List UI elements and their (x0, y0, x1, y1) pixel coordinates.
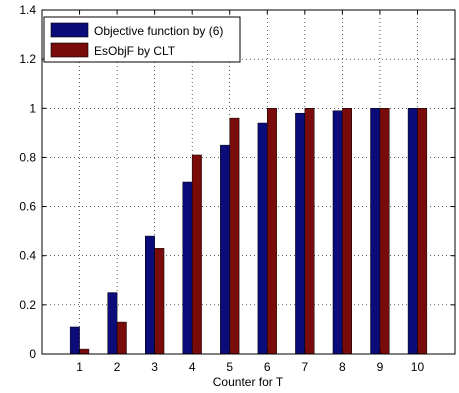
x-tick-label: 2 (114, 360, 121, 374)
bar-series-1-cat-8 (332, 110, 343, 355)
plot-frame (41, 9, 456, 355)
bar-series-2-cat-9 (379, 108, 390, 355)
legend: Objective function by (6) EsObjF by CLT (43, 16, 241, 63)
y-tick-label: 0 (29, 347, 36, 361)
y-tick-label: 1 (29, 101, 36, 115)
x-tick-label: 7 (301, 360, 308, 374)
legend-label-objective: Objective function by (6) (94, 24, 223, 38)
y-tick-label: 0.4 (19, 249, 36, 263)
x-tick-label: 9 (377, 360, 384, 374)
bar-series-2-cat-5 (229, 117, 240, 355)
x-tick-label: 5 (226, 360, 233, 374)
x-tick-label: 10 (411, 360, 425, 374)
bar-series-2-cat-8 (342, 108, 353, 355)
bar-series-1-cat-2 (107, 292, 118, 355)
bar-series-2-cat-7 (304, 108, 315, 355)
bars (69, 108, 428, 355)
bar-series-2-cat-10 (417, 108, 428, 355)
bar-series-2-cat-4 (191, 154, 202, 355)
x-tick-label: 1 (76, 360, 83, 374)
x-tick-label: 4 (189, 360, 196, 374)
legend-swatch-objective (50, 22, 89, 38)
axis-ticks: 0 0.2 0.4 0.6 0.8 1 1.2 1.4 1 2 3 4 5 6 7 8 9 10 (19, 3, 455, 374)
y-tick-label: 1.2 (19, 52, 36, 66)
y-tick-label: 1.4 (19, 3, 36, 17)
legend-swatch-esobjf (50, 42, 89, 58)
bar-series-2-cat-3 (154, 248, 165, 355)
bar-series-1-cat-4 (182, 181, 193, 355)
y-tick-label: 0.6 (19, 200, 36, 214)
bar-series-1-cat-9 (370, 108, 381, 355)
bar-series-1-cat-1 (69, 326, 80, 355)
x-tick-label: 3 (151, 360, 158, 374)
bar-series-1-cat-10 (407, 108, 418, 355)
legend-label-esobjf: EsObjF by CLT (94, 44, 176, 58)
y-tick-label: 0.8 (19, 150, 36, 164)
bar-series-1-cat-3 (145, 235, 155, 355)
x-tick-label: 6 (264, 360, 271, 374)
x-tick-label: 8 (339, 360, 346, 374)
bar-series-1-cat-7 (295, 112, 306, 355)
bar-series-2-cat-1 (79, 348, 90, 355)
y-tick-label: 0.2 (19, 298, 36, 312)
bar-series-2-cat-6 (267, 108, 277, 355)
bar-series-1-cat-5 (220, 144, 230, 355)
bar-series-2-cat-2 (116, 321, 127, 355)
x-axis-label: Counter for T (213, 375, 284, 389)
bar-series-1-cat-6 (257, 122, 268, 355)
